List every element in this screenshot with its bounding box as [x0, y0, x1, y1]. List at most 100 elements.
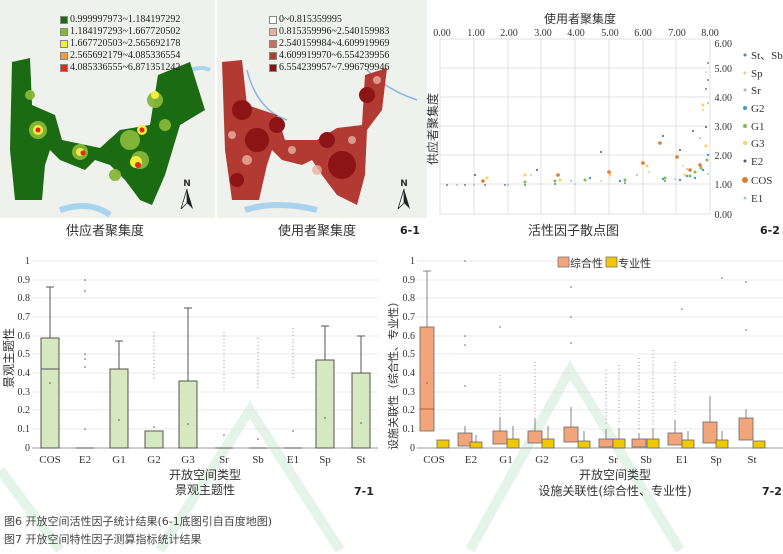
x-tick: 6.00 — [634, 28, 652, 39]
y-tick: 0.00 — [715, 210, 733, 221]
y-tick: 0.6 — [18, 331, 31, 342]
y-tick: 0.3 — [18, 387, 31, 398]
legend-swatch — [60, 52, 68, 60]
y-tick: 6.00 — [715, 39, 733, 50]
scatter-y-ticks: 0.00 1.00 2.00 3.00 4.00 5.00 6.00 — [715, 39, 733, 221]
north-arrow-icon: N — [397, 180, 411, 212]
x-tick: 2.00 — [500, 28, 518, 39]
x-tick: E2 — [465, 454, 477, 466]
legend-item: Sr — [743, 85, 761, 97]
north-arrow-icon: N — [180, 180, 194, 212]
legend-label: E1 — [751, 193, 763, 205]
legend-label: G2 — [751, 103, 764, 115]
x-tick: E1 — [287, 454, 299, 466]
y-tick: 5.00 — [715, 64, 733, 75]
scatter-grid — [439, 38, 711, 215]
boxplot-x-ticks: COS E2 G1 G2 G3 Sr Sb E1 Sp St — [423, 454, 756, 466]
user-density-caption: 使用者聚集度 — [278, 224, 357, 239]
x-tick: E1 — [676, 454, 688, 466]
x-tick: G3 — [181, 454, 195, 466]
x-tick: G2 — [535, 454, 548, 466]
supplier-density-map-graphic — [0, 0, 215, 218]
x-tick: 7.00 — [668, 28, 686, 39]
legend-swatch — [269, 28, 277, 36]
x-tick: 0.00 — [433, 28, 451, 39]
legend-item: E1 — [743, 193, 763, 205]
legend-label: G1 — [751, 121, 764, 133]
scatter-y-axis-title: 供应者聚集度 — [425, 93, 440, 165]
y-tick: 0.2 — [403, 405, 416, 416]
legend-label: 6.554239957~7.996799946 — [279, 62, 390, 73]
boxplot-grid — [417, 260, 783, 430]
facility-relevance-boxplot: 0 0.1 0.2 0.3 0.4 0.5 0.6 0.7 0.8 0.9 1 … — [386, 256, 783, 498]
legend-label: Sr — [751, 85, 761, 97]
boxplot-boxes — [40, 286, 371, 449]
scatter-legend: St、Sb Sp Sr G2 G1 G3 E2 COS E1 — [742, 50, 783, 205]
legend-label: 0.815359996~2.540159983 — [279, 26, 390, 37]
y-tick: 0.8 — [403, 293, 416, 304]
x-tick: Sb — [252, 454, 264, 466]
y-tick: 3.00 — [715, 122, 733, 133]
y-tick: 0.2 — [18, 405, 31, 416]
boxplot-y-ticks: 0 0.1 0.2 0.3 0.4 0.5 0.6 0.7 0.8 0.9 1 — [403, 256, 416, 454]
boxplot-title: 景观主题性 — [175, 483, 235, 497]
scatter-chart: 使用者聚集度 0.00 1.00 2.00 3.00 4.00 5.00 6.0… — [425, 11, 783, 221]
boxplot-y-ticks: 0 0.1 0.2 0.3 0.4 0.5 0.6 0.7 0.8 0.9 1 — [18, 256, 31, 454]
legend-item: Sp — [743, 68, 763, 80]
legend-swatch — [269, 64, 277, 72]
x-tick: St — [747, 454, 756, 466]
figure-id-6-1: 6-1 — [400, 224, 420, 237]
y-tick: 4.00 — [715, 93, 733, 104]
legend-item: 1.667720503~2.565692178 — [60, 38, 180, 50]
legend-label: 4.085336555~6.871351242 — [70, 62, 181, 73]
legend-label: St、Sb — [751, 50, 783, 62]
north-label: N — [183, 179, 191, 189]
y-tick: 0 — [25, 443, 30, 454]
legend-swatch — [60, 16, 68, 24]
legend-swatch — [60, 40, 68, 48]
y-tick: 0.5 — [403, 349, 416, 360]
boxplot-y-axis-title: 景观主题性 — [2, 328, 16, 388]
legend-label: 专业性 — [618, 256, 651, 270]
scatter-points — [446, 62, 710, 186]
legend-label: G3 — [751, 138, 765, 150]
supplier-density-legend: 0.999997973~1.184197292 1.184197293~1.66… — [60, 14, 180, 74]
x-tick: COS — [423, 454, 444, 466]
legend-label: 1.184197293~1.667720502 — [70, 26, 181, 37]
landscape-theme-boxplot: 0 0.1 0.2 0.3 0.4 0.5 0.6 0.7 0.8 0.9 1 … — [2, 256, 378, 497]
legend-item: COS — [742, 175, 772, 187]
legend-label: 4.609919970~6.554239956 — [279, 50, 390, 61]
legend-item: 4.609919970~6.554239956 — [269, 50, 389, 62]
legend-item: St、Sb — [743, 50, 783, 62]
y-tick: 0.7 — [403, 312, 416, 323]
boxplot-x-ticks: COS E2 G1 G2 G3 Sr Sb E1 Sp St — [39, 454, 365, 466]
legend-item: 6.554239957~7.996799946 — [269, 62, 389, 74]
y-tick: 0.6 — [403, 331, 416, 342]
x-tick: COS — [39, 454, 60, 466]
x-tick: Sp — [710, 454, 722, 466]
x-tick: G1 — [112, 454, 125, 466]
legend-swatch — [60, 28, 68, 36]
x-tick: Sb — [640, 454, 652, 466]
boxplot-boxes-specialized — [436, 426, 766, 449]
north-label: N — [400, 179, 408, 189]
boxplot-x-axis-title: 开放空间类型 — [579, 467, 651, 482]
boxplot-x-axis-title: 开放空间类型 — [169, 467, 241, 482]
y-tick: 0.4 — [18, 368, 31, 379]
map-user-density: 0~0.815359995 0.815359996~2.540159983 2.… — [217, 0, 427, 218]
legend-item: 2.565692179~4.085336554 — [60, 50, 180, 62]
legend-label: 2.565692179~4.085336554 — [70, 50, 181, 61]
scatter-caption: 活性因子散点图 — [528, 224, 620, 239]
legend-swatch — [269, 52, 277, 60]
legend-item: 0.999997973~1.184197292 — [60, 14, 180, 26]
x-tick: 4.00 — [567, 28, 585, 39]
user-density-map-graphic — [217, 0, 427, 218]
supplier-density-caption: 供应者聚集度 — [66, 224, 145, 239]
legend-swatch — [269, 40, 277, 48]
y-tick: 0 — [410, 443, 415, 454]
y-tick: 0.8 — [18, 293, 31, 304]
x-tick: E2 — [79, 454, 91, 466]
legend-item: G3 — [743, 138, 765, 150]
boxplot-y-axis-title: 设施关联性（综合性、专业性） — [386, 296, 400, 450]
map-supplier-density: 0.999997973~1.184197292 1.184197293~1.66… — [0, 0, 215, 218]
